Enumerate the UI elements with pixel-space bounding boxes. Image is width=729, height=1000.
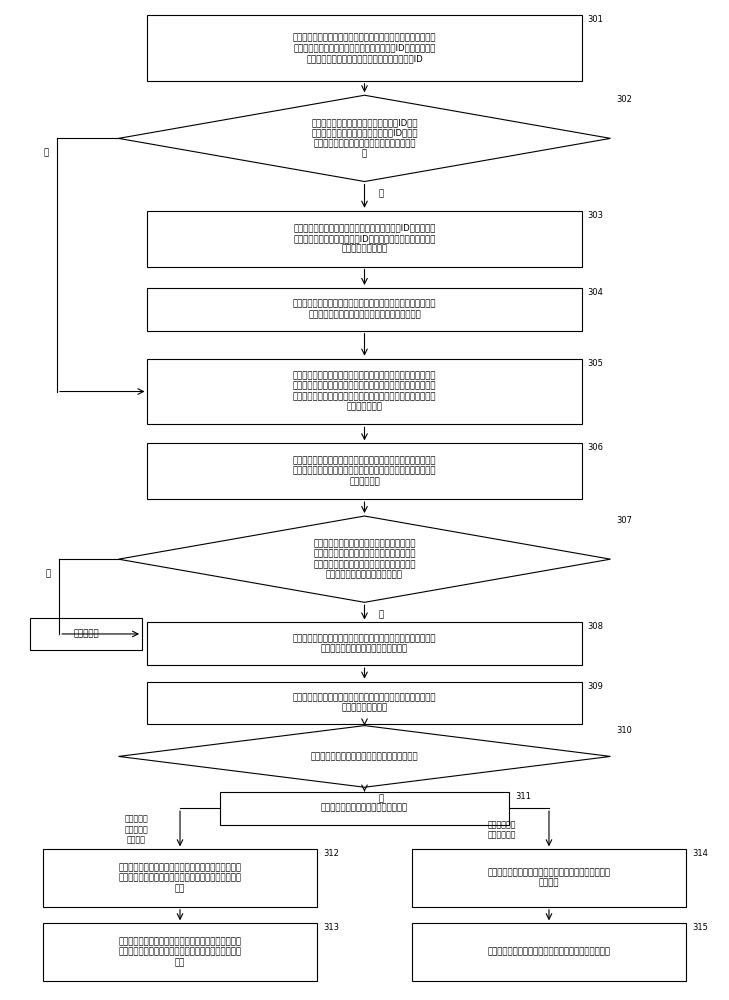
Text: 电子设备控制该学生所使用的学生设备显示该搜题内容: 电子设备控制该学生所使用的学生设备显示该搜题内容	[488, 948, 610, 957]
Text: 该指定图形
的含义表示
翻译内容: 该指定图形 的含义表示 翻译内容	[125, 815, 149, 844]
FancyBboxPatch shape	[147, 288, 582, 331]
Polygon shape	[119, 516, 610, 602]
Text: 电子设备下发用于通知不在学习环境内的学生及时归位的第一通
知消息至不在学习环境内的学生所使用的学生设备: 电子设备下发用于通知不在学习环境内的学生及时归位的第一通 知消息至不在学习环境内…	[293, 300, 436, 319]
Text: 312: 312	[323, 849, 339, 858]
Text: 电子设备获取学习环境中的任一学生用手指对某一学习页面上的
目标内容的触及操作: 电子设备获取学习环境中的任一学生用手指对某一学习页面上的 目标内容的触及操作	[293, 693, 436, 713]
Text: 电子设备将目标内容翻译成目标语言对应的翻译内容，
并控制该学生使用的学生设备显示目标语言对应的翻译
内容: 电子设备将目标内容翻译成目标语言对应的翻译内容， 并控制该学生使用的学生设备显示…	[119, 937, 241, 967]
FancyBboxPatch shape	[147, 682, 582, 724]
FancyBboxPatch shape	[147, 622, 582, 665]
Text: 电子设备获取学习环境中的目标座位上的目标学生所使用的学生
设备上报的目标学生所使用的学生设备的设备ID以及位于学习
环境中的每个周围学生所使用的学生设备的设备I: 电子设备获取学习环境中的目标座位上的目标学生所使用的学生 设备上报的目标学生所使…	[293, 33, 436, 63]
Text: 302: 302	[616, 95, 632, 104]
Text: 电子设备下发第二通知消息至该周围学生所使用的学生设备，第
二通知消息用于通知周围学生及时归位: 电子设备下发第二通知消息至该周围学生所使用的学生设备，第 二通知消息用于通知周围…	[293, 634, 436, 654]
Text: 是: 是	[44, 149, 49, 158]
Text: 否: 否	[379, 189, 384, 198]
Text: 308: 308	[588, 622, 604, 631]
Text: 306: 306	[588, 443, 604, 452]
Text: 309: 309	[588, 682, 603, 691]
Text: 电子设备以该目标内容搜索依据进行出题，获得对应的
搜题内容: 电子设备以该目标内容搜索依据进行出题，获得对应的 搜题内容	[488, 868, 610, 888]
FancyBboxPatch shape	[220, 792, 509, 825]
FancyBboxPatch shape	[30, 618, 142, 650]
FancyBboxPatch shape	[147, 211, 582, 267]
Text: 307: 307	[616, 516, 632, 525]
Text: 是: 是	[46, 569, 51, 578]
FancyBboxPatch shape	[147, 359, 582, 424]
Text: 根据目标学生所使用的学生设备的设备ID和每
个周围学生所使用的学生设备的设备ID，判断
已位于学习环境内的学生的人数是否为指定人
数: 根据目标学生所使用的学生设备的设备ID和每 个周围学生所使用的学生设备的设备ID…	[311, 118, 418, 158]
Text: 否: 否	[379, 610, 384, 619]
Text: 301: 301	[588, 15, 603, 24]
FancyBboxPatch shape	[412, 923, 687, 981]
Text: 是: 是	[379, 794, 384, 803]
Text: 310: 310	[616, 726, 632, 735]
Text: 校验每个周围学生所使用的学生设备相对于目
标学生所使用的学生设备的位置与预先指定的
该周围学生所使用的学生设备相对于目标学生
所使用的学生设备的位置是否匹配: 校验每个周围学生所使用的学生设备相对于目 标学生所使用的学生设备的位置与预先指定…	[313, 539, 416, 579]
Text: 303: 303	[588, 211, 604, 220]
Text: 电子设备根据目标学生所使用的学生设备的设备ID和每个周围
学生所使用的学生设备的设备ID，确定出不在学习环境内的学
生所使用的学生设备: 电子设备根据目标学生所使用的学生设备的设备ID和每个周围 学生所使用的学生设备的…	[293, 224, 436, 254]
FancyBboxPatch shape	[42, 923, 317, 981]
Text: 311: 311	[515, 792, 531, 801]
Text: 315: 315	[693, 923, 708, 932]
FancyBboxPatch shape	[147, 443, 582, 499]
Text: 电子设备对该指定图形的含义进行识别: 电子设备对该指定图形的含义进行识别	[321, 804, 408, 813]
Text: 313: 313	[323, 923, 339, 932]
FancyBboxPatch shape	[412, 849, 687, 907]
Text: 结束本流程: 结束本流程	[73, 629, 99, 638]
Text: 304: 304	[588, 288, 603, 297]
Text: 电子设备识别出该手指在手掌中的位置信息，并从预设
语言库中查询与该手指在手掌中的位置信息对应的目标
语言: 电子设备识别出该手指在手掌中的位置信息，并从预设 语言库中查询与该手指在手掌中的…	[119, 863, 241, 893]
FancyBboxPatch shape	[147, 15, 582, 81]
Text: 电子设备将第一指令信息发送至目标学生所使用的学生设备，第
一指令信息用于指令目标学生所使用的学生设备上报位于学习环
境中的每个周围学生所使用的学生设备相对于目标: 电子设备将第一指令信息发送至目标学生所使用的学生设备，第 一指令信息用于指令目标…	[293, 371, 436, 412]
FancyBboxPatch shape	[42, 849, 317, 907]
Text: 305: 305	[588, 359, 603, 368]
Text: 检测该手指上是否佩戴有标记指定图形的手指套: 检测该手指上是否佩戴有标记指定图形的手指套	[311, 752, 418, 761]
Polygon shape	[119, 726, 610, 787]
Text: 电子设备获取目标学生所使用的学生设备上报的、位于学习环境
中的每个周围学生所使用的学生设备相对于目标学生所使用的学
生设备的位置: 电子设备获取目标学生所使用的学生设备上报的、位于学习环境 中的每个周围学生所使用…	[293, 456, 436, 486]
Text: 该指定图形的
含义表示搜题: 该指定图形的 含义表示搜题	[488, 820, 516, 839]
Polygon shape	[119, 95, 610, 182]
Text: 314: 314	[693, 849, 708, 858]
